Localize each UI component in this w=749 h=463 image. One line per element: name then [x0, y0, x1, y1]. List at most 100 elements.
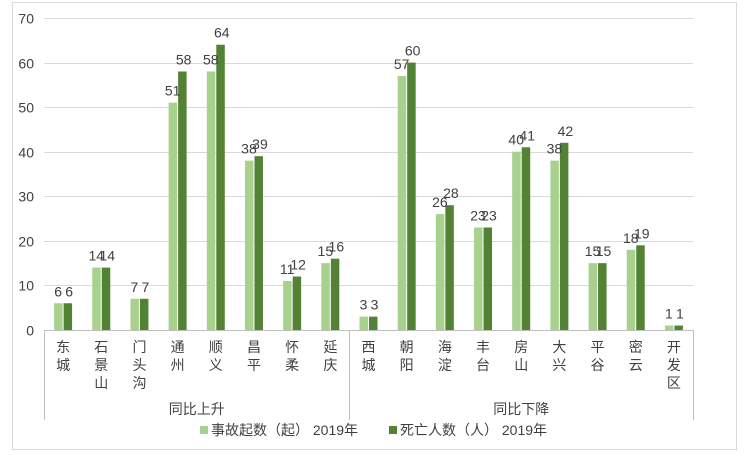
- chart-border: [12, 2, 737, 450]
- bar: [435, 214, 445, 330]
- bar: [254, 156, 263, 330]
- data-label: 14: [99, 248, 115, 264]
- x-tick-label: 通州: [171, 339, 185, 373]
- bar: [626, 249, 636, 330]
- data-label: 15: [596, 243, 612, 259]
- x-tick-label: 大兴: [552, 339, 566, 373]
- gridlines: [44, 18, 693, 286]
- data-label: 6: [54, 283, 62, 299]
- y-tick-label: 40: [18, 145, 34, 161]
- data-label: 15: [318, 243, 334, 259]
- data-label: 40: [508, 132, 524, 148]
- x-tick-label: 开发区: [667, 339, 681, 391]
- bar: [598, 263, 607, 330]
- x-tick-label: 昌平: [247, 339, 261, 373]
- x-tick-label: 石景山: [94, 339, 108, 391]
- data-label: 14: [88, 248, 104, 264]
- data-label: 57: [394, 56, 410, 72]
- x-tick-label: 平谷: [591, 339, 605, 373]
- data-label: 16: [329, 239, 345, 255]
- bar: [474, 227, 483, 330]
- bar: [54, 303, 63, 330]
- x-tick-label: 怀柔: [285, 339, 299, 373]
- data-label: 12: [290, 257, 306, 273]
- data-label: 3: [360, 297, 368, 313]
- bar: [550, 160, 559, 330]
- bar: [445, 205, 454, 330]
- x-tick-label: 顺义: [209, 339, 223, 373]
- legend-label: 死亡人数（人） 2019年: [400, 422, 547, 438]
- x-tick-label: 海淀: [438, 339, 452, 373]
- data-label: 18: [623, 230, 639, 246]
- data-label: 38: [547, 141, 563, 157]
- data-label: 26: [432, 194, 448, 210]
- bar: [92, 267, 101, 330]
- bar: [292, 276, 302, 330]
- bar: [178, 71, 187, 330]
- data-label: 58: [203, 51, 219, 67]
- data-label: 64: [214, 25, 230, 41]
- data-label: 51: [165, 83, 181, 99]
- data-label: 58: [176, 51, 192, 67]
- legend-label: 事故起数（起） 2019年: [211, 422, 358, 438]
- data-label: 28: [443, 185, 459, 201]
- legend-swatch: [389, 426, 397, 434]
- bar: [130, 298, 139, 330]
- y-tick-label: 50: [18, 100, 34, 116]
- data-labels: 6147515838111535726234038151816147586439…: [54, 25, 684, 322]
- data-label: 41: [519, 127, 535, 143]
- data-label: 7: [142, 279, 150, 295]
- bar: [330, 258, 340, 330]
- data-label: 60: [405, 43, 421, 59]
- bar: [63, 303, 73, 330]
- data-label: 1: [676, 306, 684, 322]
- data-label: 15: [585, 243, 601, 259]
- y-tick-label: 0: [26, 323, 34, 339]
- bar: [664, 325, 674, 330]
- data-label: 6: [65, 283, 73, 299]
- x-tick-label: 东城: [56, 339, 70, 373]
- bar: [397, 75, 407, 330]
- bar: [283, 280, 292, 330]
- x-tick-label: 延庆: [323, 339, 337, 373]
- bar: [359, 316, 368, 330]
- legend: 事故起数（起） 2019年 死亡人数（人） 2019年: [200, 422, 547, 438]
- x-tick-label: 密云: [629, 339, 643, 373]
- y-tick-label: 20: [18, 234, 34, 250]
- data-label: 38: [241, 141, 257, 157]
- y-tick-label: 10: [18, 278, 34, 294]
- bar: [168, 102, 178, 330]
- bar: [588, 263, 598, 330]
- data-label: 3: [371, 297, 379, 313]
- x-tick-label: 丰台: [476, 339, 490, 373]
- y-axis-tick-labels: 0 10 20 30 40 50 60 70: [18, 11, 34, 339]
- bar: [216, 44, 225, 330]
- bar: [244, 160, 254, 330]
- y-tick-label: 30: [18, 189, 34, 205]
- bars: [54, 44, 683, 330]
- data-label: 19: [634, 225, 650, 241]
- bar: [407, 62, 416, 330]
- y-tick-label: 60: [18, 56, 34, 72]
- data-label: 42: [558, 123, 574, 139]
- bar: [521, 147, 531, 330]
- data-label: 23: [481, 207, 497, 223]
- x-tick-label: 房山: [514, 339, 528, 373]
- bar: [369, 316, 378, 330]
- bar: [321, 263, 330, 330]
- data-label: 7: [131, 279, 139, 295]
- data-label: 23: [470, 207, 486, 223]
- x-tick-label: 西城: [362, 339, 376, 373]
- data-label: 11: [280, 261, 295, 277]
- bar: [559, 142, 569, 330]
- bar: [101, 267, 111, 330]
- bar: [206, 71, 216, 330]
- data-label: 39: [252, 136, 268, 152]
- x-tick-label: 朝阳: [400, 339, 414, 373]
- legend-swatch: [200, 426, 208, 434]
- x-group-label: 同比上升: [169, 401, 225, 417]
- x-tick-label: 门头沟: [132, 339, 146, 391]
